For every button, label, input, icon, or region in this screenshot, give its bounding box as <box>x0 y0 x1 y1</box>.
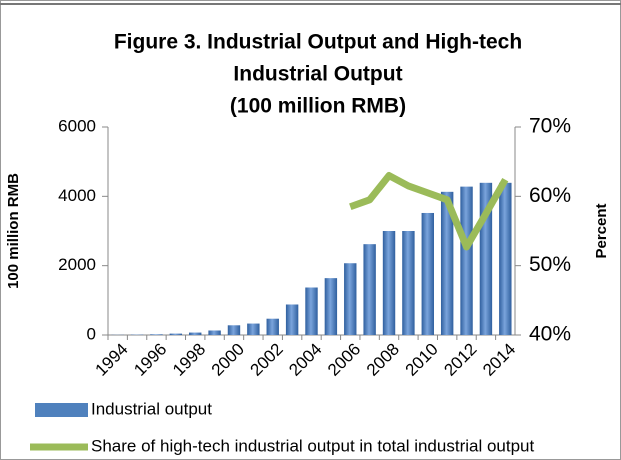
legend-label: Industrial output <box>91 399 212 418</box>
x-tick-label: 2008 <box>363 340 403 380</box>
y-tick-label: 2000 <box>58 255 96 274</box>
x-tick-label: 2000 <box>208 340 248 380</box>
y2-tick-label: 50% <box>529 253 571 276</box>
bar <box>169 333 183 335</box>
x-tick-label: 1994 <box>92 340 132 380</box>
line <box>349 172 509 251</box>
bar <box>285 304 299 335</box>
bar <box>208 330 221 335</box>
y-tick-label: 0 <box>87 324 96 343</box>
x-tick-label: 1998 <box>169 340 209 380</box>
chart-title: Industrial Output <box>233 63 402 86</box>
x-tick-label: 2012 <box>440 340 480 380</box>
chart-title: (100 million RMB) <box>230 95 406 118</box>
x-tick-label: 2010 <box>402 340 442 380</box>
legend-label: Share of high-tech industrial output in … <box>91 436 534 455</box>
bar <box>189 332 202 335</box>
x-tick-label: 2002 <box>247 340 287 380</box>
x-tick-label: 2004 <box>285 340 325 380</box>
bar <box>421 212 434 335</box>
bar <box>382 231 396 335</box>
bar <box>247 323 260 335</box>
bar <box>402 231 415 335</box>
bar <box>460 186 473 335</box>
x-tick-label: 2006 <box>324 340 364 380</box>
y-axis-label: 100 million RMB <box>5 173 22 289</box>
x-tick-label: 1996 <box>130 340 170 380</box>
bar <box>305 287 318 335</box>
bar <box>363 244 376 335</box>
bar <box>266 318 279 335</box>
y2-tick-label: 40% <box>529 323 571 346</box>
bar <box>227 325 241 335</box>
y-tick-label: 6000 <box>58 116 96 135</box>
y2-tick-label: 70% <box>529 115 571 138</box>
bar <box>324 278 338 335</box>
y-tick-label: 4000 <box>58 186 96 205</box>
bar <box>344 263 357 335</box>
bar <box>440 191 454 335</box>
y2-tick-label: 60% <box>529 184 571 207</box>
bar <box>499 182 512 335</box>
legend-swatch <box>35 403 88 417</box>
x-tick-label: 2014 <box>479 340 519 380</box>
bar <box>150 334 163 335</box>
chart-title: Figure 3. Industrial Output and High-tec… <box>114 31 522 54</box>
y2-axis-label: Percent <box>593 203 610 258</box>
